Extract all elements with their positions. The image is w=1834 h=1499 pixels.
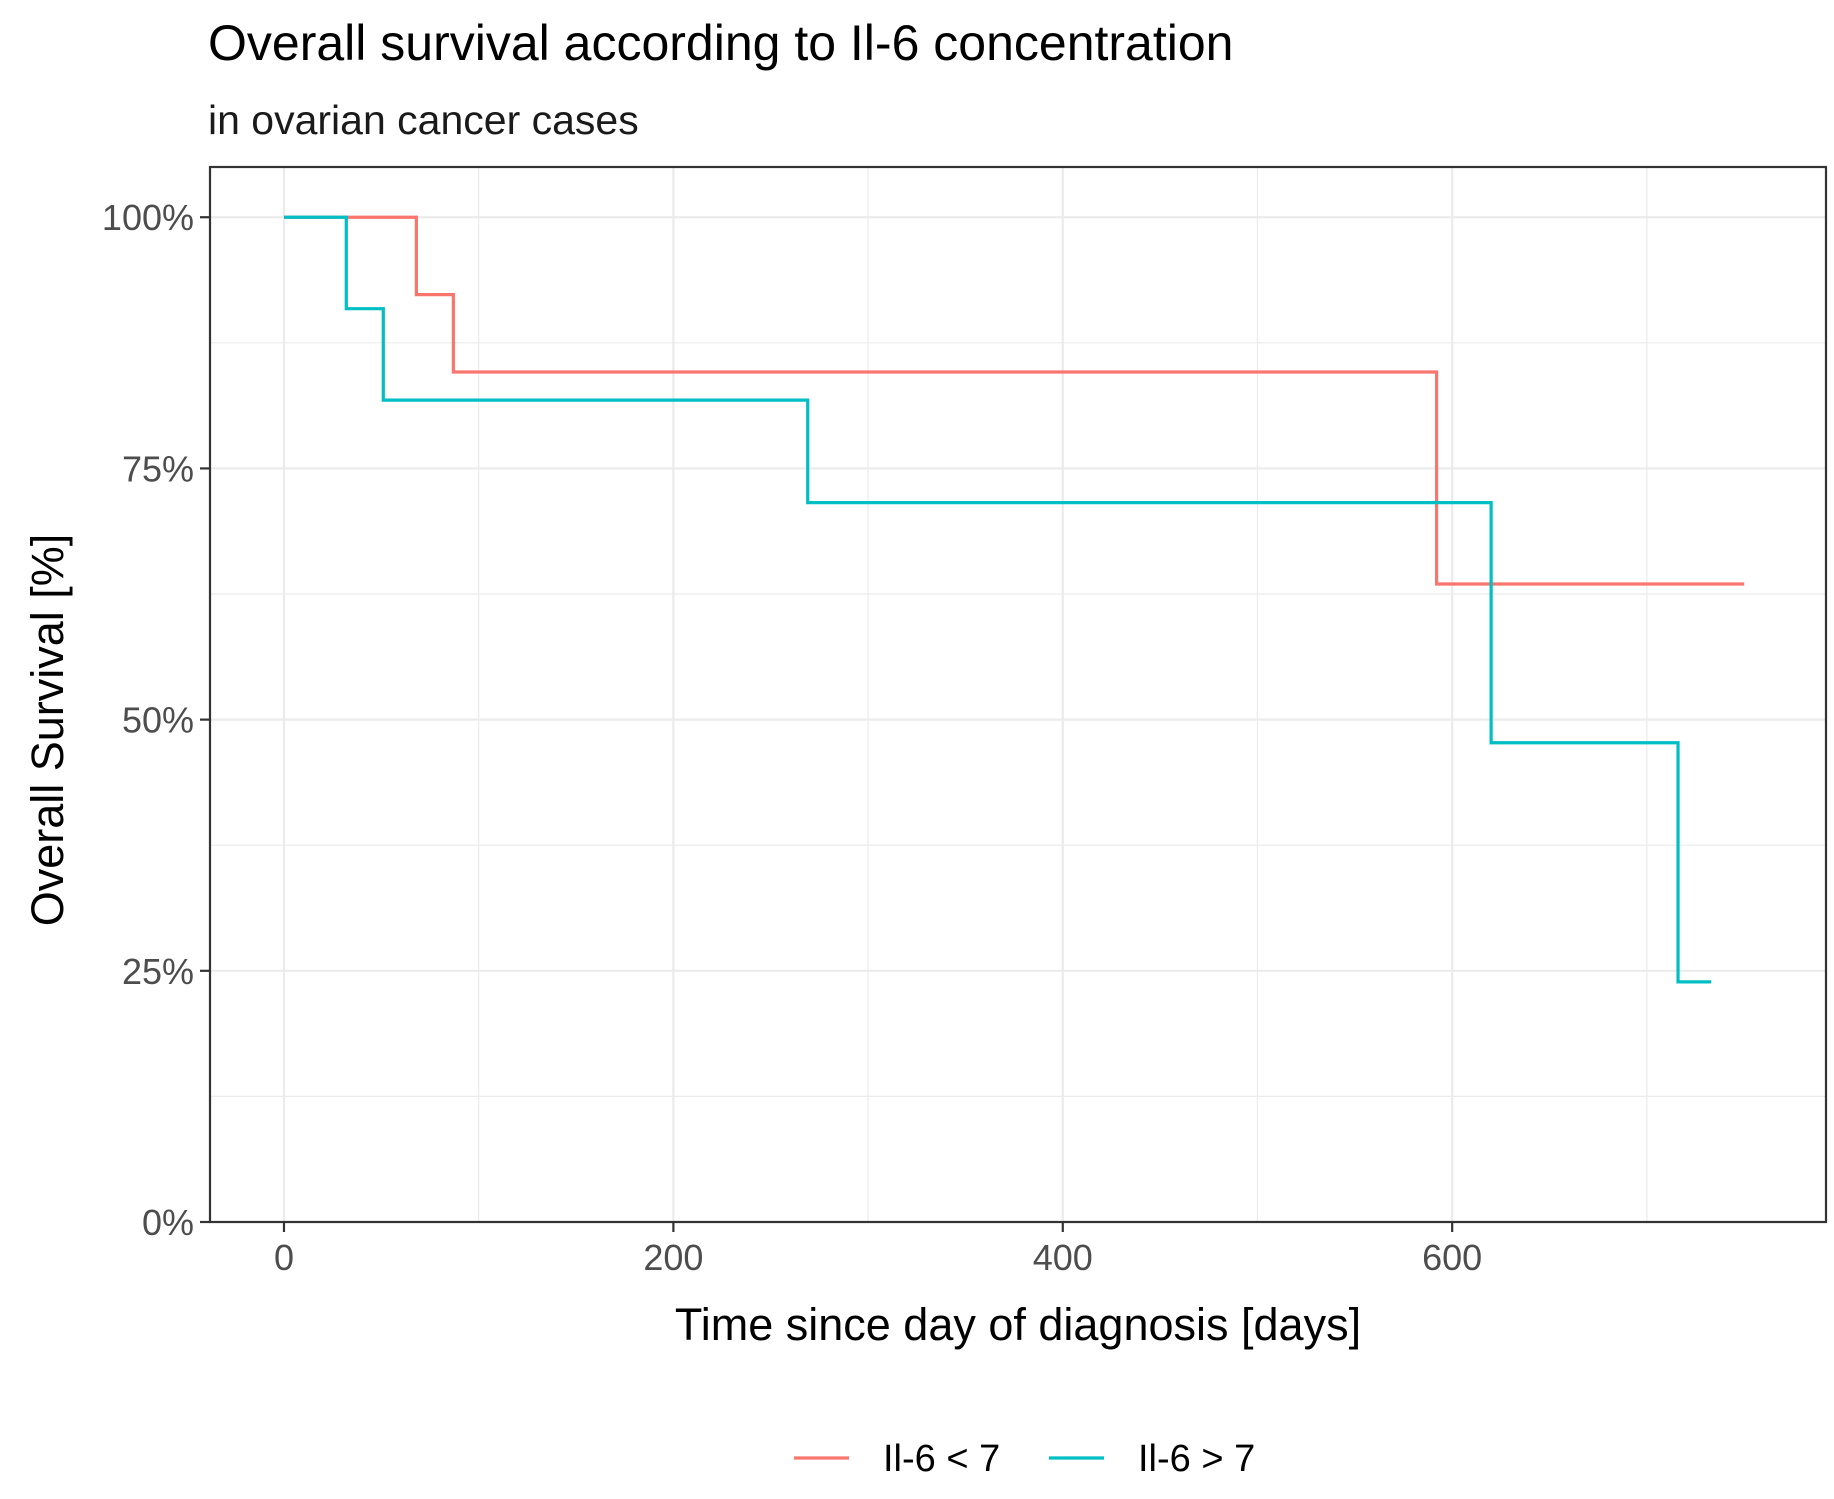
chart-subtitle: in ovarian cancer cases [208,97,639,143]
y-axis-title: Overall Survival [%] [22,534,73,927]
axis-ticks: 0 200 400 600 0% 25% 50% 75% 100% [102,197,1482,1278]
legend-label-2: Il-6 > 7 [1138,1438,1255,1480]
y-tick-label: 0% [142,1202,194,1243]
series-line-1 [283,215,1745,586]
legend-label-1: Il-6 < 7 [883,1438,1000,1480]
chart-title: Overall survival according to Il-6 conce… [208,15,1233,71]
y-tick-label: 25% [122,951,194,992]
y-tick-label: 50% [122,700,194,741]
series-lines [283,215,1745,984]
x-axis-title: Time since day of diagnosis [days] [675,1299,1361,1350]
plot-panel [208,165,1828,1224]
series-line-2 [283,215,1712,984]
x-tick-label: 400 [1033,1237,1093,1278]
y-tick-label: 75% [122,448,194,489]
y-tick-label: 100% [102,197,194,238]
x-tick-label: 600 [1422,1237,1482,1278]
legend: Il-6 < 7 Il-6 > 7 [794,1438,1255,1480]
x-tick-label: 200 [643,1237,703,1278]
x-tick-label: 0 [274,1237,294,1278]
